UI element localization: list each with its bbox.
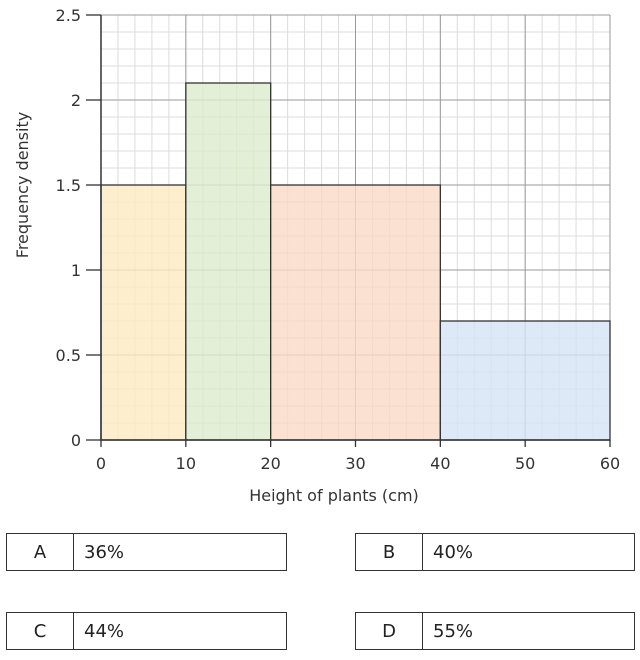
- histogram-bars: [100, 82, 611, 441]
- answer-option-d[interactable]: D 55%: [355, 612, 635, 650]
- x-axis-title: Height of plants (cm): [249, 486, 419, 505]
- option-value: 55%: [433, 620, 474, 642]
- y-tick-label: 0.5: [56, 346, 81, 365]
- y-tick-label: 2.5: [56, 6, 81, 25]
- option-value: 44%: [84, 620, 125, 642]
- x-tick-label: 30: [345, 454, 365, 473]
- answer-option-a[interactable]: A 36%: [6, 533, 287, 571]
- option-value: 36%: [84, 541, 125, 563]
- x-tick-label: 20: [260, 454, 280, 473]
- histogram-bar-3: [270, 184, 441, 441]
- y-axis-title: Frequency density: [13, 112, 32, 258]
- histogram-bar-1: [100, 184, 187, 441]
- x-tick-label: 40: [430, 454, 450, 473]
- y-tick-label: 1.5: [56, 176, 81, 195]
- x-tick-label: 0: [96, 454, 106, 473]
- option-letter: C: [7, 613, 74, 649]
- y-tick-label: 1: [71, 261, 81, 280]
- answer-option-b[interactable]: B 40%: [355, 533, 635, 571]
- histogram-bar-2: [185, 82, 272, 441]
- option-value: 40%: [433, 541, 474, 563]
- x-tick-label: 10: [176, 454, 196, 473]
- answer-option-c[interactable]: C 44%: [6, 612, 287, 650]
- histogram-bar-4: [439, 320, 611, 441]
- y-tick-label: 2: [71, 91, 81, 110]
- x-tick-label: 50: [515, 454, 535, 473]
- y-tick-labels: 0 0.5 1 1.5 2 2.5: [56, 6, 101, 450]
- x-tick-labels: 0 10 20 30 40 50 60: [96, 440, 620, 473]
- histogram-chart: 0 10 20 30 40 50 60 0 0.5 1 1.5 2 2.5 Height of pla…: [13, 6, 620, 505]
- option-letter: A: [7, 534, 74, 570]
- option-letter: B: [356, 534, 423, 570]
- option-letter: D: [356, 613, 423, 649]
- y-tick-label: 0: [71, 431, 81, 450]
- x-tick-label: 60: [600, 454, 620, 473]
